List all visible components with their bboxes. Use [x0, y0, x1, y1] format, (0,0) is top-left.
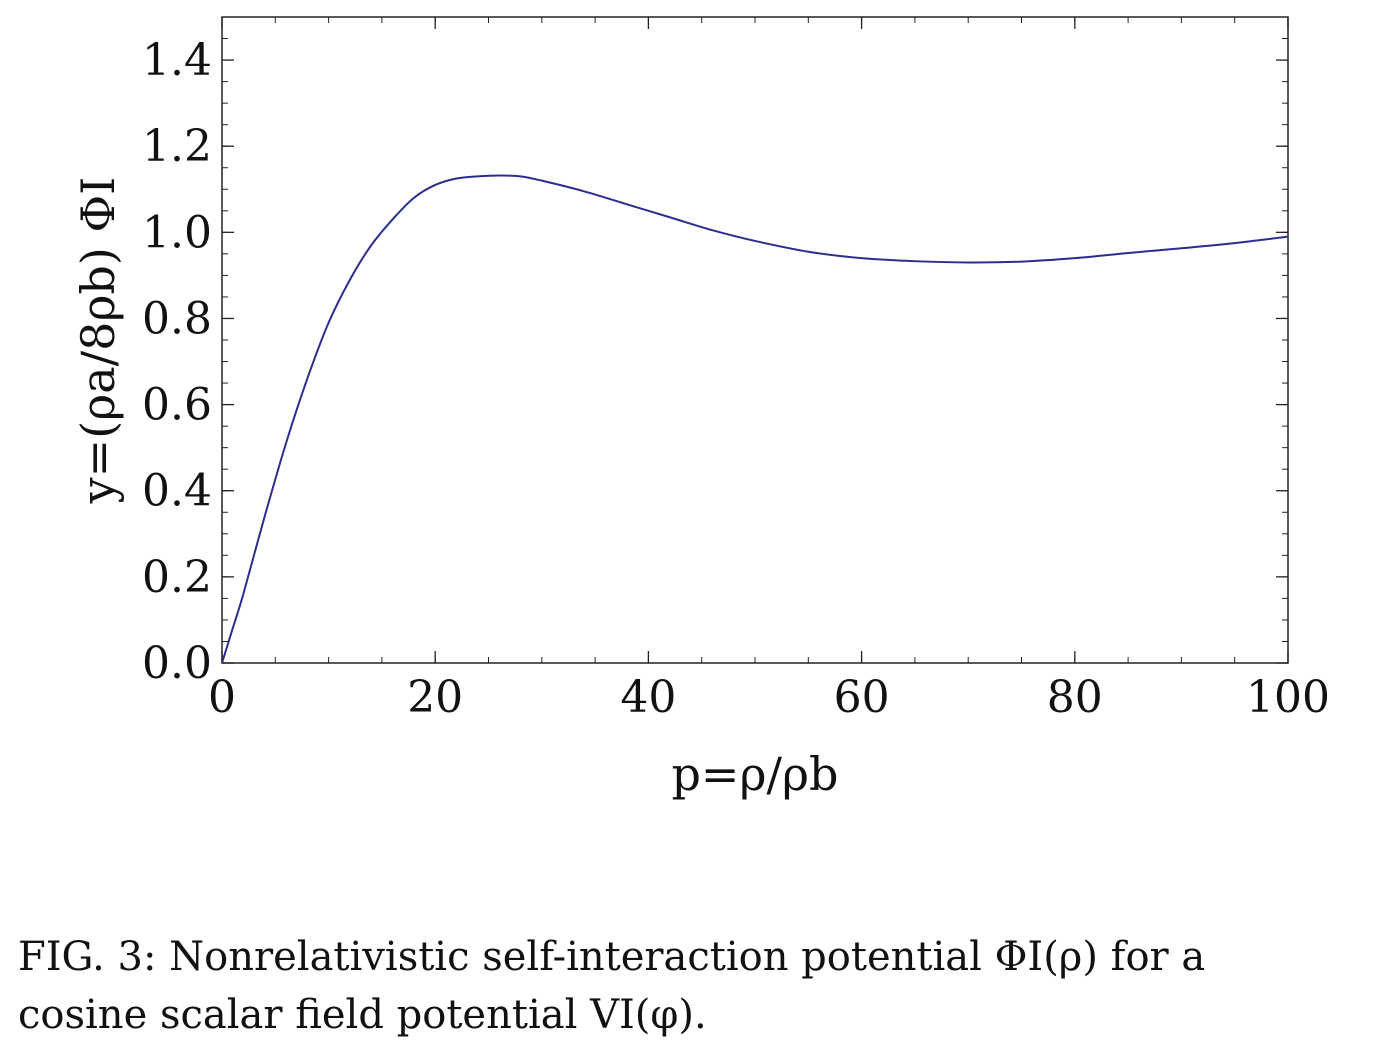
x-tick-label: 100	[1246, 672, 1330, 723]
x-axis-title: p=ρ/ρb	[671, 747, 838, 801]
plot-frame	[221, 16, 1289, 664]
x-tick-labels: 0 20 40 60 80 100	[208, 672, 1330, 723]
x-tick-label: 60	[834, 672, 890, 723]
y-tick-label: 0.8	[142, 293, 212, 344]
y-tick-label: 1.0	[142, 207, 212, 258]
series-line	[221, 174, 1289, 664]
minor-ticks	[221, 16, 1289, 664]
x-tick-label: 20	[407, 672, 463, 723]
figure-caption: FIG. 3: Nonrelativistic self-interaction…	[18, 928, 1380, 1044]
y-tick-label: 0.6	[142, 380, 212, 431]
x-tick-label: 0	[208, 672, 236, 723]
y-tick-label: 1.4	[142, 35, 212, 86]
y-axis-title: y=(ρa/8ρb) ΦI	[71, 177, 125, 505]
y-tick-label: 0.2	[142, 552, 212, 603]
y-tick-label: 1.2	[142, 121, 212, 172]
y-tick-label: 0.4	[142, 466, 212, 517]
y-tick-labels: 0.0 0.2 0.4 0.6 0.8 1.0 1.2 1.4	[142, 35, 212, 689]
y-tick-label: 0.0	[142, 638, 212, 689]
x-tick-label: 80	[1047, 672, 1103, 723]
caption-line-1: FIG. 3: Nonrelativistic self-interaction…	[18, 934, 1206, 980]
x-tick-label: 40	[620, 672, 676, 723]
chart: 0 20 40 60 80 100 0.0 0.2 0.4 0.6 0.8 1.0 1.2 1.4 p=…	[71, 16, 1330, 801]
caption-line-2: cosine scalar field potential VI(φ).	[18, 992, 707, 1038]
major-ticks	[221, 17, 1289, 664]
